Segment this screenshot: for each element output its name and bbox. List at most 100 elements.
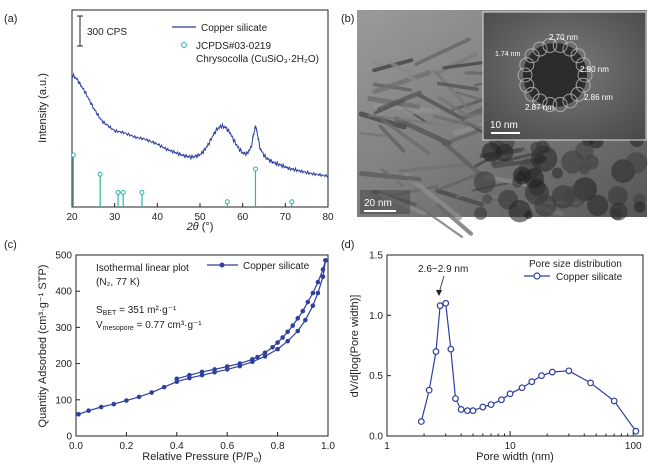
xrd-x-ticks: 20 30 40 50 60 70 80 (66, 203, 334, 223)
psd-point (425, 386, 433, 394)
isotherm-adsorption-point (310, 303, 316, 308)
isotherm-desorption-point (315, 279, 321, 285)
xrd-legend-ref-name: Chrysocolla (CuSiO₃·2H₂O) (196, 54, 319, 65)
nanotube (435, 203, 474, 236)
isotherm-y-tick-label: 200 (55, 359, 72, 370)
psd-chart: 1 10 100 0.0 0.5 1.0 1.5 Pore size distributio… (349, 251, 644, 463)
isotherm-adsorption-point (111, 401, 117, 407)
isotherm-desorption-point (199, 369, 205, 375)
xrd-reference-marker (70, 152, 76, 158)
xrd-x-tick-label: 30 (109, 212, 121, 223)
vmeso-symbol: V (96, 320, 103, 331)
xrd-reference-marker (139, 189, 145, 195)
xrd-reference-marker (115, 189, 121, 195)
isotherm-desorption-point (270, 345, 275, 350)
isotherm-adsorption-point (262, 354, 268, 359)
nanotube (361, 176, 421, 184)
cps-scale-label: 300 CPS (87, 27, 127, 38)
psd-point (538, 372, 545, 380)
nanotube (376, 90, 422, 112)
isotherm-ticks: 0.0 0.2 0.4 0.6 0.8 1.0 0 100 200 300 400 500 (55, 251, 335, 453)
isotherm-adsorption-point (303, 317, 308, 323)
psd-x-tick-label: 1 (384, 441, 390, 452)
xrd-reference-marker (224, 199, 230, 205)
psd-point (610, 397, 618, 405)
sbet-symbol: S (96, 305, 103, 316)
isotherm-adsorption-point (320, 274, 326, 280)
psd-series-line (420, 302, 637, 432)
nanotube (435, 119, 474, 128)
psd-point (436, 302, 444, 310)
isotherm-y-tick-label: 300 (55, 323, 72, 334)
psd-y-tick-label: 1.5 (369, 251, 383, 262)
nanotube (435, 188, 484, 207)
xrd-x-tick-label: 60 (237, 212, 249, 223)
tem-inset-particle (517, 37, 593, 113)
xrd-x-tick-label: 20 (66, 212, 78, 223)
psd-point (469, 407, 477, 415)
isotherm-chart: 0.0 0.2 0.4 0.6 0.8 1.0 0 100 200 300 400 500 Coppe… (37, 251, 335, 465)
inset-particle-core (523, 43, 587, 107)
psd-point (452, 395, 459, 402)
isotherm-frame (75, 254, 329, 437)
inset-tube-ring (575, 57, 591, 73)
psd-x-label: Pore width (nm) (476, 451, 554, 463)
nanotube (433, 69, 470, 110)
aggregate-blob (474, 206, 488, 220)
xrd-legend-ref-marker (181, 42, 187, 48)
psd-point (432, 348, 440, 355)
isotherm-desorption-point (300, 308, 306, 314)
tem-inset-scale-label: 10 nm (490, 120, 518, 131)
tem-scale-label: 20 nm (364, 198, 392, 209)
aggregate-blob (625, 152, 648, 174)
isotherm-y-label: Quantity Adsorbed (cm³·g⁻¹ STP) (37, 265, 49, 428)
isotherm-desorption-point (290, 323, 296, 328)
psd-point (498, 396, 505, 404)
isotherm-adsorption-point (124, 398, 129, 403)
xrd-x-tick-label: 80 (322, 212, 334, 223)
isotherm-adsorption-point (199, 372, 205, 378)
psd-point (457, 406, 465, 413)
sbet-subscript: BET (103, 310, 117, 317)
isotherm-legend-marker (219, 262, 225, 268)
isotherm-x-tick-label: 0.2 (119, 441, 133, 452)
nanotube (378, 124, 406, 153)
nanotube (437, 96, 472, 119)
nanotube (436, 81, 479, 92)
psd-peak-arrowhead (436, 290, 442, 296)
inset-tube-ring (570, 48, 586, 64)
aggregate-blob (551, 167, 563, 179)
aggregate-blob (481, 142, 502, 163)
isotherm-x-label-sub: o (254, 455, 259, 464)
inset-tube-ring (542, 97, 558, 113)
lattice-label-4: 2.86 nm (584, 93, 613, 102)
xrd-series-line (71, 72, 329, 178)
isotherm-desorption-point (237, 361, 243, 366)
xrd-reference-marker (252, 166, 258, 172)
isotherm-adsorption-point (98, 404, 104, 410)
psd-y-tick-label: 0.5 (369, 371, 383, 382)
isotherm-y-tick-label: 500 (55, 251, 72, 262)
xrd-x-tick-label: 40 (152, 212, 164, 223)
isotherm-points (76, 258, 328, 417)
nanotube (358, 131, 387, 138)
psd-point (528, 378, 536, 386)
isotherm-desorption-point (280, 335, 285, 340)
aggregate-blob (587, 194, 609, 217)
vmeso-subscript: mesopore (103, 325, 134, 332)
nanotube (416, 92, 462, 120)
xrd-y-label: Intensity (a.u.) (37, 73, 49, 143)
isotherm-desorption-point (305, 299, 311, 305)
aggregate-blob (515, 171, 527, 182)
isotherm-adsorption-point (315, 290, 321, 296)
nanotube (434, 52, 478, 76)
xrd-reference-lines (70, 152, 295, 207)
inset-tube-ring (532, 41, 548, 57)
isotherm-adsorption-point (285, 338, 290, 344)
isotherm-desorption-point (320, 267, 326, 272)
psd-frame (386, 254, 644, 437)
isotherm-annotation-title: Isothermal linear plot (96, 263, 189, 274)
isotherm-y-tick-label: 0 (66, 432, 72, 443)
isotherm-x-label: Relative Pressure (P/Po) (142, 451, 261, 464)
